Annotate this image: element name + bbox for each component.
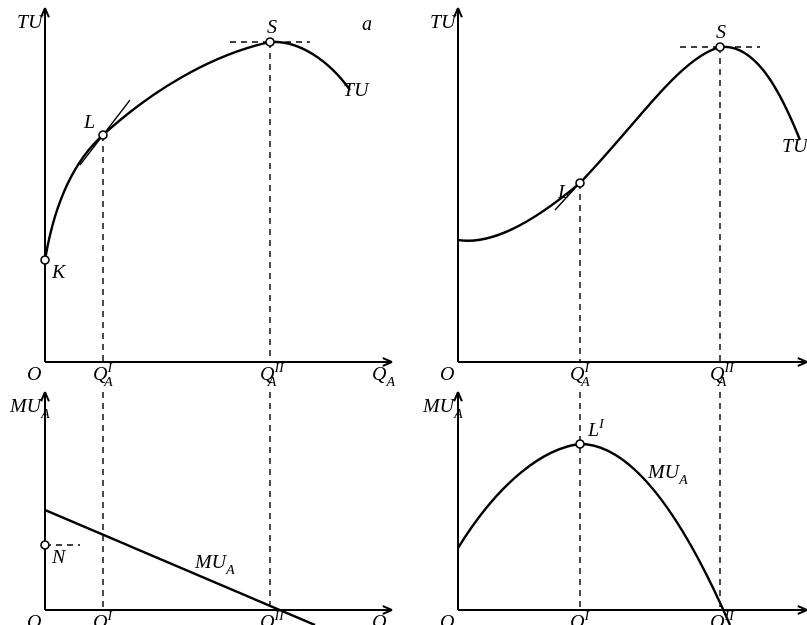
svg-text:QIA: QIA bbox=[93, 361, 113, 390]
svg-text:TU: TU bbox=[17, 11, 44, 33]
svg-text:S: S bbox=[716, 21, 726, 43]
svg-text:TU: TU bbox=[430, 11, 457, 33]
svg-text:TU: TU bbox=[343, 79, 370, 101]
svg-text:QIA: QIA bbox=[93, 609, 113, 625]
svg-text:QA: QA bbox=[372, 611, 395, 625]
svg-text:O: O bbox=[27, 611, 41, 625]
svg-text:O: O bbox=[27, 363, 41, 385]
svg-text:QIA: QIA bbox=[570, 361, 590, 390]
svg-text:L: L bbox=[83, 111, 95, 133]
svg-text:QIIA: QIIA bbox=[710, 361, 735, 390]
diagram-container: TU O QA a QIA QIIA TU K L S TU O QIA QIIA TU L S MUA O QA QI… bbox=[0, 0, 807, 625]
svg-text:QIIA: QIIA bbox=[710, 609, 735, 625]
svg-text:QA: QA bbox=[372, 363, 395, 390]
svg-text:S: S bbox=[267, 16, 277, 38]
svg-text:MUA: MUA bbox=[422, 395, 463, 422]
svg-text:O: O bbox=[440, 611, 454, 625]
svg-text:TU: TU bbox=[782, 135, 807, 157]
svg-text:a: a bbox=[362, 13, 372, 35]
svg-text:MUA: MUA bbox=[9, 395, 50, 422]
utility-diagram: TU O QA a QIA QIIA TU K L S TU O QIA QIIA TU L S MUA O QA QI… bbox=[0, 0, 807, 625]
svg-text:QIA: QIA bbox=[570, 609, 590, 625]
svg-text:MUA: MUA bbox=[647, 461, 688, 488]
svg-text:K: K bbox=[51, 261, 67, 283]
svg-text:LI: LI bbox=[587, 417, 605, 441]
svg-text:MUA: MUA bbox=[194, 551, 235, 578]
svg-text:N: N bbox=[51, 546, 67, 568]
svg-text:L: L bbox=[557, 181, 569, 203]
svg-text:O: O bbox=[440, 363, 454, 385]
svg-text:QIIA: QIIA bbox=[260, 361, 285, 390]
